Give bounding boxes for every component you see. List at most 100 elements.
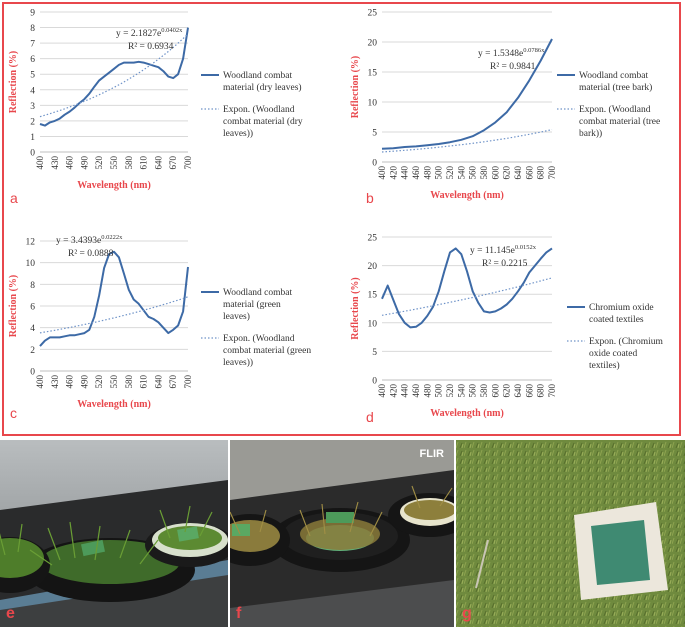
legend-entry-trend: Expon. (Woodland combat material (green le… [223,333,311,368]
series-line [381,247,553,329]
photo-letter-e: e [6,605,15,622]
y-tick-label: 10 [368,99,378,109]
photo-f-image [230,440,454,627]
x-tick-label: 700 [183,156,193,170]
x-tick-label: 520 [445,166,455,180]
x-tick-label: 520 [445,384,455,398]
x-tick-label: 580 [479,384,489,398]
y-tick-label: 6 [30,55,35,65]
chart-c: 0 2 4 6 8 10 12 400 430 460 490 520 550 580 610 640 670 7… [8,234,311,410]
x-tick-label: 490 [79,156,89,170]
x-tick-label: 560 [468,166,478,180]
x-tick-label: 550 [109,156,119,170]
y-tick-label: 15 [368,69,378,79]
y-tick-label: 0 [372,377,377,387]
photo-letter-g: g [462,605,472,622]
x-tick-label: 610 [139,375,149,389]
chart-panel-c: 0 2 4 6 8 10 12 400 430 460 490 520 550 580 610 640 670 7… [8,225,348,421]
legend: Woodland combat material (dry leaves) Expo… [201,71,303,139]
x-tick-label: 480 [422,166,432,180]
trend-equation: y = 2.1827e0.0402x [116,27,183,39]
x-tick-label: 500 [434,384,444,398]
chart-panel-b: 0 5 10 15 20 25 400 420 440 460 480 500 520 540 560 580… [345,6,680,207]
legend-entry-series: Woodland combat material (green leaves) [223,288,293,322]
y-tick-label: 9 [30,9,35,19]
trend-equation: y = 1.5348e0.0786x [478,47,545,59]
y-tick-label: 12 [26,238,36,248]
x-tick-label: 580 [124,375,134,389]
y-tick-label: 2 [30,117,35,127]
x-tick-label: 660 [524,384,534,398]
photo-e: e [0,440,228,627]
trend-line [39,296,189,334]
trend-equation: y = 11.145e0.0152x [470,244,537,256]
x-tick-label: 480 [422,384,432,398]
legend-entry-series: Woodland combat material (dry leaves) [223,71,302,93]
r-squared: R² = 0.0888 [68,249,114,259]
x-axis-title: Wavelength (nm) [77,180,151,191]
x-tick-label: 640 [153,156,163,170]
y-tick-label: 15 [368,291,378,301]
x-tick-label: 700 [183,375,193,389]
trend-equation: y = 3.4393e0.0222x [56,234,123,246]
x-tick-label: 640 [513,166,523,180]
y-tick-label: 0 [30,368,35,378]
x-tick-label: 610 [139,156,149,170]
y-tick-label: 8 [30,281,35,291]
y-tick-label: 3 [30,102,35,112]
y-tick-label: 5 [372,129,377,139]
x-tick-label: 680 [536,166,546,180]
panel-letter-c: c [10,405,17,421]
x-tick-label: 640 [153,375,163,389]
panel-letter-d: d [366,409,374,425]
x-tick-label: 400 [377,384,387,398]
x-tick-label: 500 [434,166,444,180]
x-tick-label: 540 [456,384,466,398]
chart-b: 0 5 10 15 20 25 400 420 440 460 480 500 520 540 560 580… [350,9,660,202]
x-tick-label: 460 [65,375,75,389]
x-tick-label: 420 [388,384,398,398]
x-tick-label: 430 [50,156,60,170]
photo-g: g [456,440,685,627]
x-tick-label: 620 [502,166,512,180]
x-tick-label: 400 [377,166,387,180]
x-tick-label: 700 [547,166,557,180]
r-squared: R² = 0.6934 [128,42,174,52]
y-tick-label: 20 [368,262,378,272]
y-tick-label: 0 [372,159,377,169]
series-line [381,38,553,150]
x-axis-title: Wavelength (nm) [430,190,504,201]
x-tick-label: 620 [502,384,512,398]
x-tick-label: 520 [94,156,104,170]
y-tick-label: 5 [30,71,35,81]
x-tick-label: 660 [524,166,534,180]
y-tick-label: 10 [368,319,378,329]
y-tick-label: 6 [30,303,35,313]
photo-letter-f: f [236,605,242,622]
x-tick-label: 670 [168,156,178,170]
chart-panel-d: 0 5 10 15 20 25 400 420 440 460 480 500 520 540 560 580… [345,225,680,426]
y-tick-label: 8 [30,24,35,34]
photo-e-image [0,440,228,627]
y-tick-label: 20 [368,39,378,49]
photo-g-image [456,440,685,627]
x-tick-label: 440 [400,384,410,398]
panel-letter-b: b [366,190,374,206]
flir-logo: FLIR [419,448,444,460]
y-tick-label: 0 [30,149,35,159]
legend-entry-series: Woodland combat material (tree bark) [579,71,652,93]
trend-line [39,33,189,118]
x-tick-label: 640 [513,384,523,398]
x-tick-label: 490 [79,375,89,389]
x-tick-label: 540 [456,166,466,180]
x-tick-label: 430 [50,375,60,389]
x-tick-label: 580 [124,156,134,170]
x-tick-label: 680 [536,384,546,398]
y-axis-title: Reflection (%) [350,277,361,339]
y-tick-label: 1 [30,133,35,143]
x-tick-label: 560 [468,384,478,398]
x-tick-label: 400 [35,156,45,170]
x-axis-title: Wavelength (nm) [430,408,504,419]
x-tick-label: 670 [168,375,178,389]
legend: Chromium oxide coated textiles Expon. (Chr… [567,303,663,371]
